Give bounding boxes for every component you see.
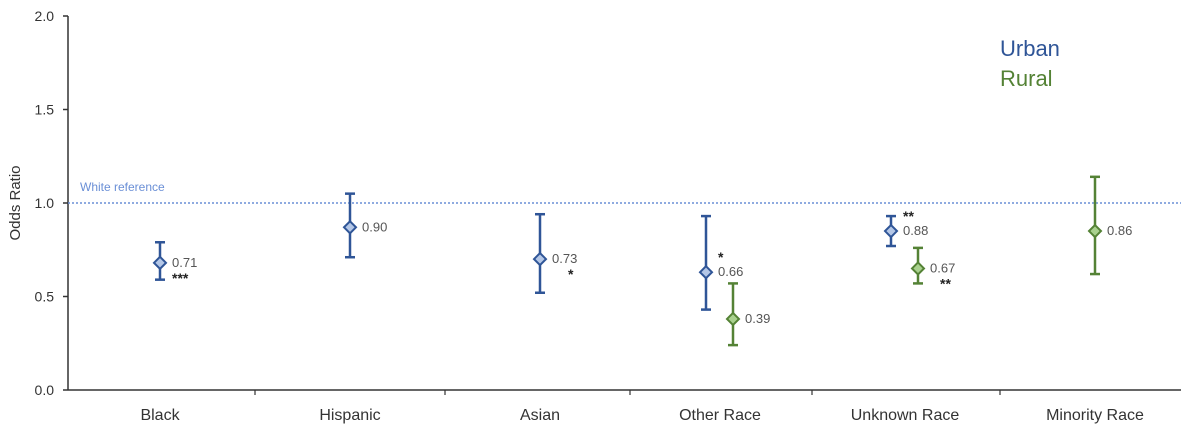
value-label: 0.66 <box>718 264 743 279</box>
value-label: 0.90 <box>362 219 387 234</box>
value-label: 0.71 <box>172 255 197 270</box>
y-tick-label: 1.0 <box>35 195 55 211</box>
y-axis-label: Odds Ratio <box>7 165 24 240</box>
data-point-rural: 0.39 <box>725 282 770 347</box>
value-label: 0.86 <box>1107 223 1132 238</box>
data-point-urban: 0.71*** <box>152 241 197 286</box>
value-label: 0.88 <box>903 223 928 238</box>
data-marks: 0.71***0.900.73* 0.66*0.88**0.390.67**0.8… <box>152 175 1132 347</box>
value-label: 0.67 <box>930 260 955 275</box>
data-point-urban: 0.66* <box>698 214 743 311</box>
point-marker <box>342 219 358 235</box>
legend-entry: Urban <box>1000 36 1060 61</box>
significance-label: *** <box>172 270 189 286</box>
x-category-label: Minority Race <box>1046 407 1144 424</box>
data-point-rural: 0.67** <box>910 246 955 291</box>
y-tick-label: 0.5 <box>35 289 55 305</box>
reference-label: White reference <box>80 180 165 194</box>
y-tick-label: 2.0 <box>35 8 55 24</box>
x-category-label: Other Race <box>679 407 761 424</box>
significance-label: ** <box>940 275 951 291</box>
legend-entry: Rural <box>1000 66 1053 91</box>
point-marker <box>1087 223 1103 239</box>
data-point-urban: 0.90 <box>342 192 387 259</box>
axes: 0.0 0.5 1.0 1.5 2.0 Odds Ratio Black Hispanic As… <box>7 8 1181 424</box>
significance-label: ** <box>903 208 914 224</box>
point-marker <box>910 261 926 276</box>
point-marker <box>725 311 741 327</box>
point-marker <box>152 255 168 271</box>
x-category-label: Black <box>140 407 180 424</box>
point-marker <box>532 251 548 267</box>
significance-label: * <box>718 249 724 265</box>
point-marker <box>883 223 899 239</box>
x-category-label: Hispanic <box>319 407 380 424</box>
point-marker <box>698 264 714 280</box>
data-point-urban: 0.88** <box>883 208 928 248</box>
y-tick-label: 1.5 <box>35 102 55 118</box>
y-tick-label: 0.0 <box>35 382 55 398</box>
x-category-label: Unknown Race <box>851 407 960 424</box>
data-point-rural: 0.86 <box>1087 175 1132 276</box>
reference-line-group: White reference <box>68 180 1181 204</box>
data-point-urban: 0.73* <box>532 212 577 295</box>
value-label: 0.39 <box>745 311 770 326</box>
legend: Urban Rural <box>1000 36 1060 91</box>
value-label: 0.73 <box>552 251 577 266</box>
x-category-label: Asian <box>520 407 560 424</box>
significance-label: * <box>568 266 574 282</box>
